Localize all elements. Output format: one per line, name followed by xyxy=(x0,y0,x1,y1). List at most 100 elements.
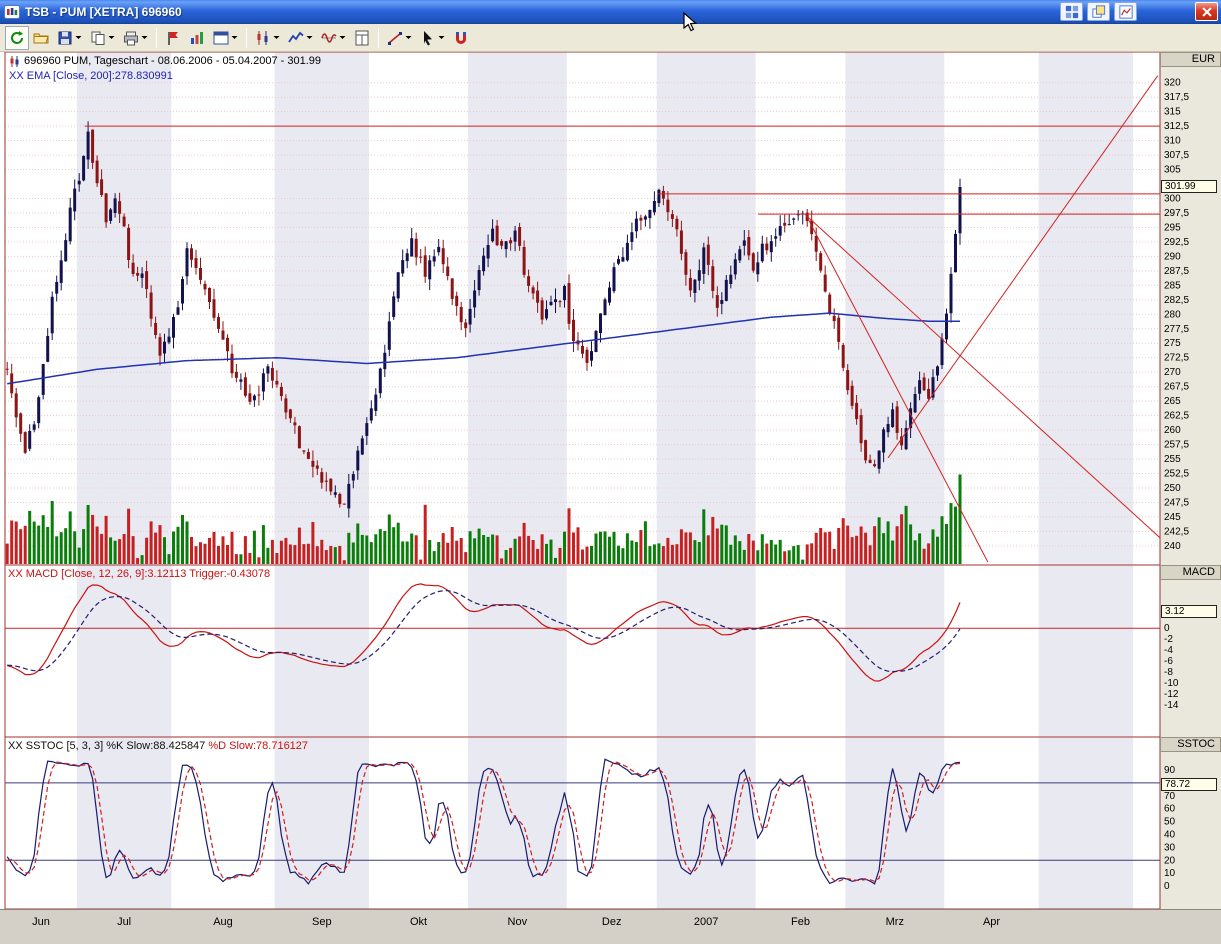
svg-text:10: 10 xyxy=(1164,868,1176,879)
month-label: Feb xyxy=(791,916,810,928)
svg-text:-2: -2 xyxy=(1164,634,1173,645)
svg-text:292,5: 292,5 xyxy=(1164,237,1189,248)
cascade-windows-button[interactable] xyxy=(1087,2,1110,21)
open-folder-icon xyxy=(33,33,49,43)
save-button[interactable] xyxy=(53,26,86,50)
pointer-button[interactable] xyxy=(416,26,449,50)
svg-text:300: 300 xyxy=(1164,194,1181,205)
draw-line-button[interactable] xyxy=(383,26,416,50)
flag-button[interactable] xyxy=(161,26,185,50)
close-icon xyxy=(1201,6,1212,17)
copy-button[interactable] xyxy=(86,26,119,50)
svg-text:252,5: 252,5 xyxy=(1164,469,1189,480)
svg-text:50: 50 xyxy=(1164,817,1176,828)
svg-text:270: 270 xyxy=(1164,367,1181,378)
red-flag-icon xyxy=(168,31,178,45)
sstoc-k-legend: XX SSTOC [5, 3, 3] %K Slow:88.425847 xyxy=(8,740,206,752)
svg-text:265: 265 xyxy=(1164,396,1181,407)
chart-flag-icon xyxy=(191,31,203,44)
watchlist-button[interactable] xyxy=(185,26,209,50)
print-button[interactable] xyxy=(119,26,152,50)
svg-text:290: 290 xyxy=(1164,251,1181,262)
sstoc-panel[interactable] xyxy=(5,758,1160,885)
svg-text:240: 240 xyxy=(1164,541,1181,552)
chartwin-icon xyxy=(1118,4,1133,19)
ema200-line xyxy=(7,312,960,385)
oscillator-button[interactable] xyxy=(317,26,350,50)
svg-text:-10: -10 xyxy=(1164,678,1179,689)
svg-text:287,5: 287,5 xyxy=(1164,266,1189,277)
svg-text:-4: -4 xyxy=(1164,645,1173,656)
tile-icon xyxy=(1065,5,1078,18)
svg-text:250: 250 xyxy=(1164,483,1181,494)
save-icon xyxy=(58,31,72,44)
sstoc-value-box: 78.72 xyxy=(1161,778,1217,791)
dropdown-arrow-icon xyxy=(108,36,115,39)
svg-text:315: 315 xyxy=(1164,107,1181,118)
magnet-button[interactable] xyxy=(449,26,473,50)
trendlines[interactable] xyxy=(84,75,1161,563)
tile-windows-button[interactable] xyxy=(1060,2,1083,21)
app-icon xyxy=(3,4,20,21)
svg-text:280: 280 xyxy=(1164,309,1181,320)
svg-text:282,5: 282,5 xyxy=(1164,295,1189,306)
month-label: Okt xyxy=(410,916,427,928)
indicator-icon xyxy=(288,31,304,42)
svg-text:40: 40 xyxy=(1164,830,1176,841)
candlesticks[interactable] xyxy=(5,121,962,518)
dropdown-arrow-icon xyxy=(231,36,238,39)
macd-panel[interactable] xyxy=(5,583,1160,682)
month-label: Jun xyxy=(32,916,50,928)
svg-text:262,5: 262,5 xyxy=(1164,411,1189,422)
chart-title-text: 696960 PUM, Tageschart - 08.06.2006 - 05… xyxy=(24,55,322,67)
window-title: TSB - PUM [XETRA] 696960 xyxy=(25,5,182,19)
dropdown-arrow-icon xyxy=(273,36,280,39)
price-axis-unit: EUR xyxy=(1160,52,1221,67)
svg-text:247,5: 247,5 xyxy=(1164,498,1189,509)
macd-value-box: 3.12 xyxy=(1161,605,1217,618)
macd-trigger-line xyxy=(7,590,961,673)
svg-text:60: 60 xyxy=(1164,804,1176,815)
sstoc-d-legend: %D Slow:78.716127 xyxy=(208,740,309,752)
chart-window-button[interactable] xyxy=(1114,2,1137,21)
svg-text:-12: -12 xyxy=(1164,689,1179,700)
print-icon xyxy=(124,31,138,45)
template-button[interactable] xyxy=(350,26,374,50)
sstoc-legend: XX SSTOC [5, 3, 3] %K Slow:88.425847 %D … xyxy=(8,740,308,752)
svg-text:310: 310 xyxy=(1164,136,1181,147)
toolbar-separator xyxy=(378,27,379,48)
svg-text:242,5: 242,5 xyxy=(1164,526,1189,537)
svg-text:317,5: 317,5 xyxy=(1164,92,1189,103)
svg-text:-14: -14 xyxy=(1164,700,1179,711)
dropdown-arrow-icon xyxy=(306,36,313,39)
svg-text:70: 70 xyxy=(1164,791,1176,802)
open-button[interactable] xyxy=(29,26,53,50)
chart-type-button[interactable] xyxy=(251,26,284,50)
month-label: Dez xyxy=(602,916,622,928)
update-button[interactable] xyxy=(5,25,29,50)
dropdown-arrow-icon xyxy=(75,36,82,39)
chart-background xyxy=(0,52,1221,909)
svg-text:285: 285 xyxy=(1164,280,1181,291)
month-label: 2007 xyxy=(694,916,718,928)
svg-text:295: 295 xyxy=(1164,222,1181,233)
chart-title: 696960 PUM, Tageschart - 08.06.2006 - 05… xyxy=(9,55,321,67)
macd-legend: XX MACD [Close, 12, 26, 9]:3.12113 Trigg… xyxy=(8,568,271,580)
svg-text:245: 245 xyxy=(1164,512,1181,523)
month-label: Nov xyxy=(508,916,528,928)
toolbar xyxy=(0,24,1221,52)
copy-icon xyxy=(91,31,105,45)
indicator-button[interactable] xyxy=(284,26,317,50)
svg-text:30: 30 xyxy=(1164,842,1176,853)
sstoc-d-line xyxy=(6,760,961,882)
sstoc-k-line xyxy=(6,758,961,885)
svg-text:255: 255 xyxy=(1164,454,1181,465)
close-button[interactable] xyxy=(1195,2,1218,21)
dropdown-arrow-icon xyxy=(339,36,346,39)
svg-text:275: 275 xyxy=(1164,338,1181,349)
mouse-cursor xyxy=(683,11,698,37)
svg-text:307,5: 307,5 xyxy=(1164,150,1189,161)
new-window-button[interactable] xyxy=(209,26,242,50)
dropdown-arrow-icon xyxy=(438,36,445,39)
